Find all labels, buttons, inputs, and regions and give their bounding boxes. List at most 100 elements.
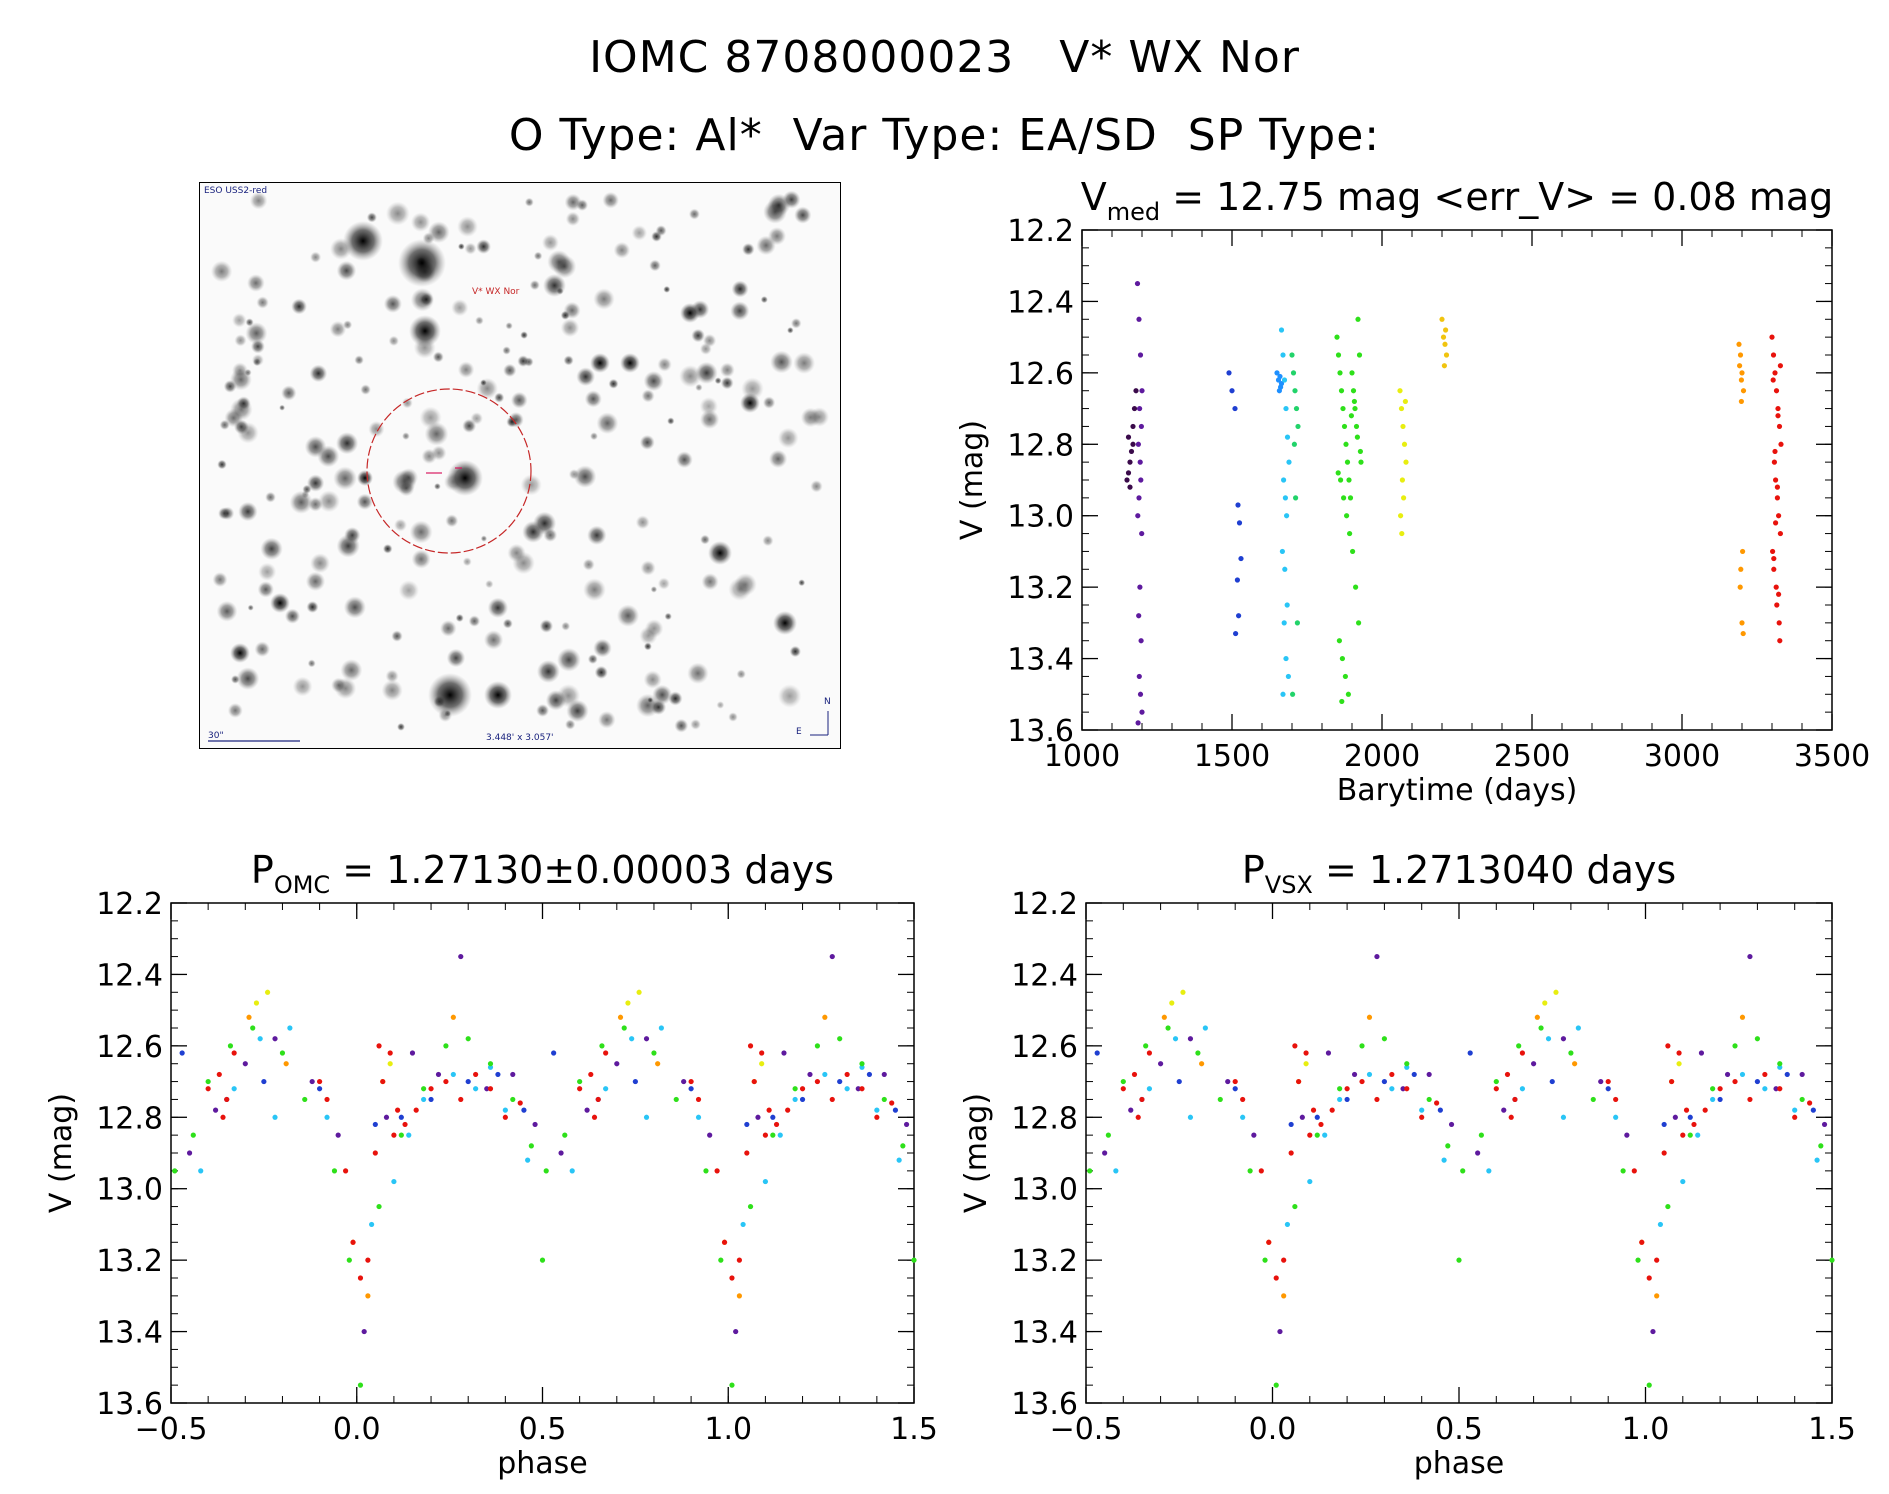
finder-star [728, 712, 738, 722]
phase-vsx-point [1739, 1014, 1746, 1020]
finder-star [602, 191, 619, 209]
phase-omc-point [777, 1132, 783, 1138]
phase-vsx-point [1105, 1132, 1111, 1138]
phase-omc-point [577, 1086, 583, 1092]
phase-vsx-point [1821, 1121, 1828, 1128]
lightcurve-series-epoch-8 [1439, 316, 1450, 369]
finder-star [794, 206, 812, 224]
lightcurve-title-rest: = 12.75 mag <err_V> = 0.08 mag [1160, 175, 1833, 219]
phase-vsx-point [1187, 1036, 1194, 1042]
phase-omc-point [844, 1071, 850, 1078]
phase-vsx-point [1542, 1000, 1548, 1006]
phase-vsx-point [1724, 1071, 1731, 1078]
phase-omc-point [688, 1086, 694, 1092]
finder-star [608, 378, 619, 389]
lightcurve-point [1236, 520, 1243, 526]
phase-vsx-point [1687, 1114, 1693, 1120]
finder-star [220, 506, 235, 521]
phase-omc-point [391, 1178, 397, 1185]
phase-vsx-title-rest: = 1.2713040 days [1313, 848, 1676, 892]
phase-vsx-point [1172, 1036, 1179, 1042]
finder-star [247, 604, 254, 611]
phase-omc-point [172, 1168, 178, 1174]
phase-vsx-point [1299, 1114, 1305, 1120]
lightcurve-point [1737, 584, 1743, 590]
finder-star [690, 719, 701, 730]
lightcurve-point [1441, 363, 1447, 369]
phase-omc-point [517, 1100, 523, 1106]
finder-star [356, 493, 373, 510]
phase-omc-point [859, 1061, 865, 1067]
phase-omc-point [369, 1221, 375, 1228]
finder-star [533, 251, 543, 261]
phase-vsx-point [1366, 1014, 1373, 1020]
phase-vsx-point [1792, 1114, 1798, 1120]
phase-omc-point [755, 1114, 761, 1120]
phase-omc-point [458, 1096, 464, 1103]
phase-omc-point [718, 1257, 724, 1263]
finder-star [587, 525, 607, 545]
phase-vsx-title-main: P [1242, 848, 1265, 892]
phase-vsx-point [1754, 1078, 1760, 1085]
lightcurve-point [1128, 448, 1135, 455]
lightcurve-point [1340, 405, 1346, 412]
finder-image [208, 190, 830, 742]
phase-omc-point [395, 1107, 401, 1113]
finder-star [639, 434, 655, 450]
phase-vsx-point [1777, 1061, 1783, 1067]
phase-vsx-point [1281, 1257, 1287, 1263]
phase-omc-xlabel: phase [497, 1446, 588, 1481]
lightcurve-title-subscript: med [1107, 198, 1160, 226]
finder-star [565, 719, 576, 730]
lightcurve-point [1289, 352, 1295, 358]
finder-star [650, 586, 658, 593]
phase-vsx-point [1605, 1078, 1611, 1085]
finder-star [476, 239, 491, 254]
phase-vsx-point [1732, 1043, 1738, 1049]
finder-star [565, 211, 581, 227]
lightcurve-point [1402, 398, 1408, 405]
lightcurve-point [1137, 352, 1144, 358]
phase-omc-point [465, 1036, 471, 1042]
phase-vsx-panel: −0.5 0.0 0.5 1.0 1.5 12.2 12.4 12.6 12.8 13.0 13.2… [959, 848, 1856, 1481]
finder-star [593, 288, 615, 310]
lightcurve-point [1282, 566, 1288, 572]
lightcurve-point [1773, 388, 1780, 394]
phase-omc-point [510, 1096, 516, 1103]
phase-vsx-point [1777, 1086, 1783, 1092]
finder-star [487, 597, 509, 618]
lightcurve-point [1280, 352, 1286, 358]
phase-omc-point [785, 1107, 791, 1113]
lightcurve-point [1346, 477, 1352, 483]
finder-star [216, 600, 238, 622]
phase-omc-point [814, 1078, 821, 1085]
phase-vsx-point [1814, 1157, 1820, 1163]
phase-vsx-point [1717, 1086, 1723, 1092]
phase-omc-point [595, 1096, 601, 1103]
lightcurve-point [1283, 405, 1289, 412]
finder-star [307, 659, 316, 668]
lightcurve-point [1135, 441, 1141, 447]
phase-omc-point [866, 1071, 873, 1078]
finder-star [596, 412, 619, 435]
phase-omc-point [279, 1050, 286, 1056]
lightcurve-point [1284, 434, 1291, 440]
phase-vsx-point [1374, 1096, 1380, 1103]
finder-star [306, 474, 325, 492]
finder-star [798, 579, 806, 587]
phase-omc-point [528, 1143, 534, 1149]
finder-star [510, 391, 528, 409]
phase-omc-point [688, 1078, 694, 1085]
finder-star [613, 241, 631, 259]
lightcurve-point [1737, 363, 1743, 369]
finder-star [770, 350, 793, 374]
finder-star [650, 699, 667, 715]
phase-omc-point [569, 1168, 575, 1174]
phase-omc-point [543, 1168, 549, 1174]
lightcurve-series-epoch-3 [1274, 370, 1285, 394]
finder-star [468, 615, 481, 627]
phase-omc-point [859, 1064, 865, 1070]
finder-star [594, 665, 608, 679]
phase-omc-point [272, 1036, 278, 1042]
lightcurve-point [1771, 459, 1777, 465]
